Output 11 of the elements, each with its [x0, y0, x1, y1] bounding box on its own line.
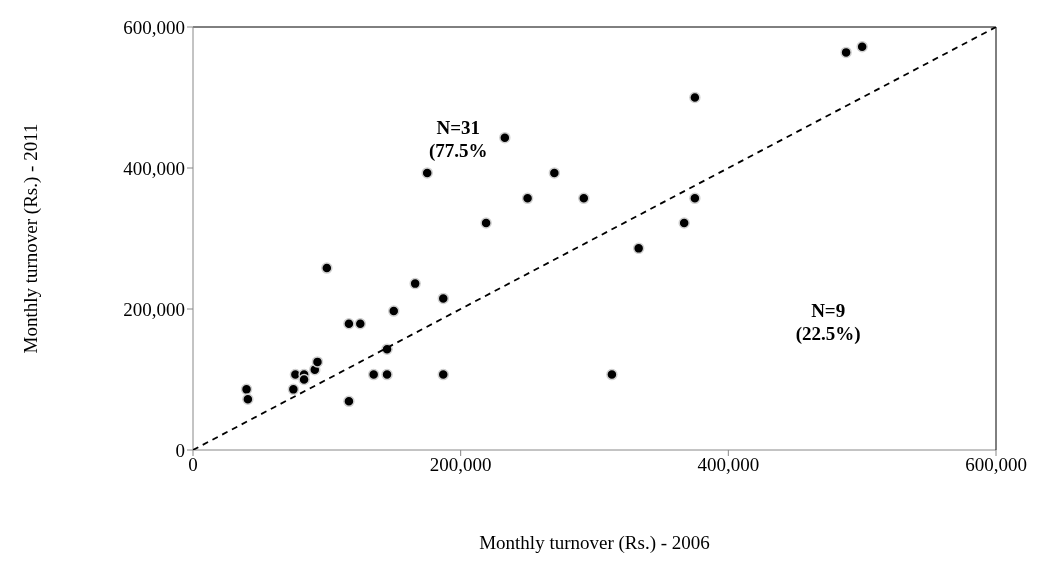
- y-tick-label: 600,000: [123, 16, 185, 38]
- y-tick-label: 0: [175, 439, 185, 461]
- x-tick-label: 200,000: [429, 454, 492, 476]
- x-tick-label: 400,000: [697, 454, 760, 476]
- annotation: N=9 (22.5%): [795, 300, 861, 346]
- y-tick-label: 400,000: [123, 157, 185, 179]
- x-tick-label: 600,000: [965, 454, 1027, 476]
- y-tick-label: 200,000: [123, 298, 185, 320]
- x-axis-title: Monthly turnover (Rs.) - 2006: [479, 532, 710, 554]
- y-axis-title: Monthly turnover (Rs.) - 2011: [19, 123, 42, 354]
- annotation: N=31 (77.5%: [429, 117, 488, 164]
